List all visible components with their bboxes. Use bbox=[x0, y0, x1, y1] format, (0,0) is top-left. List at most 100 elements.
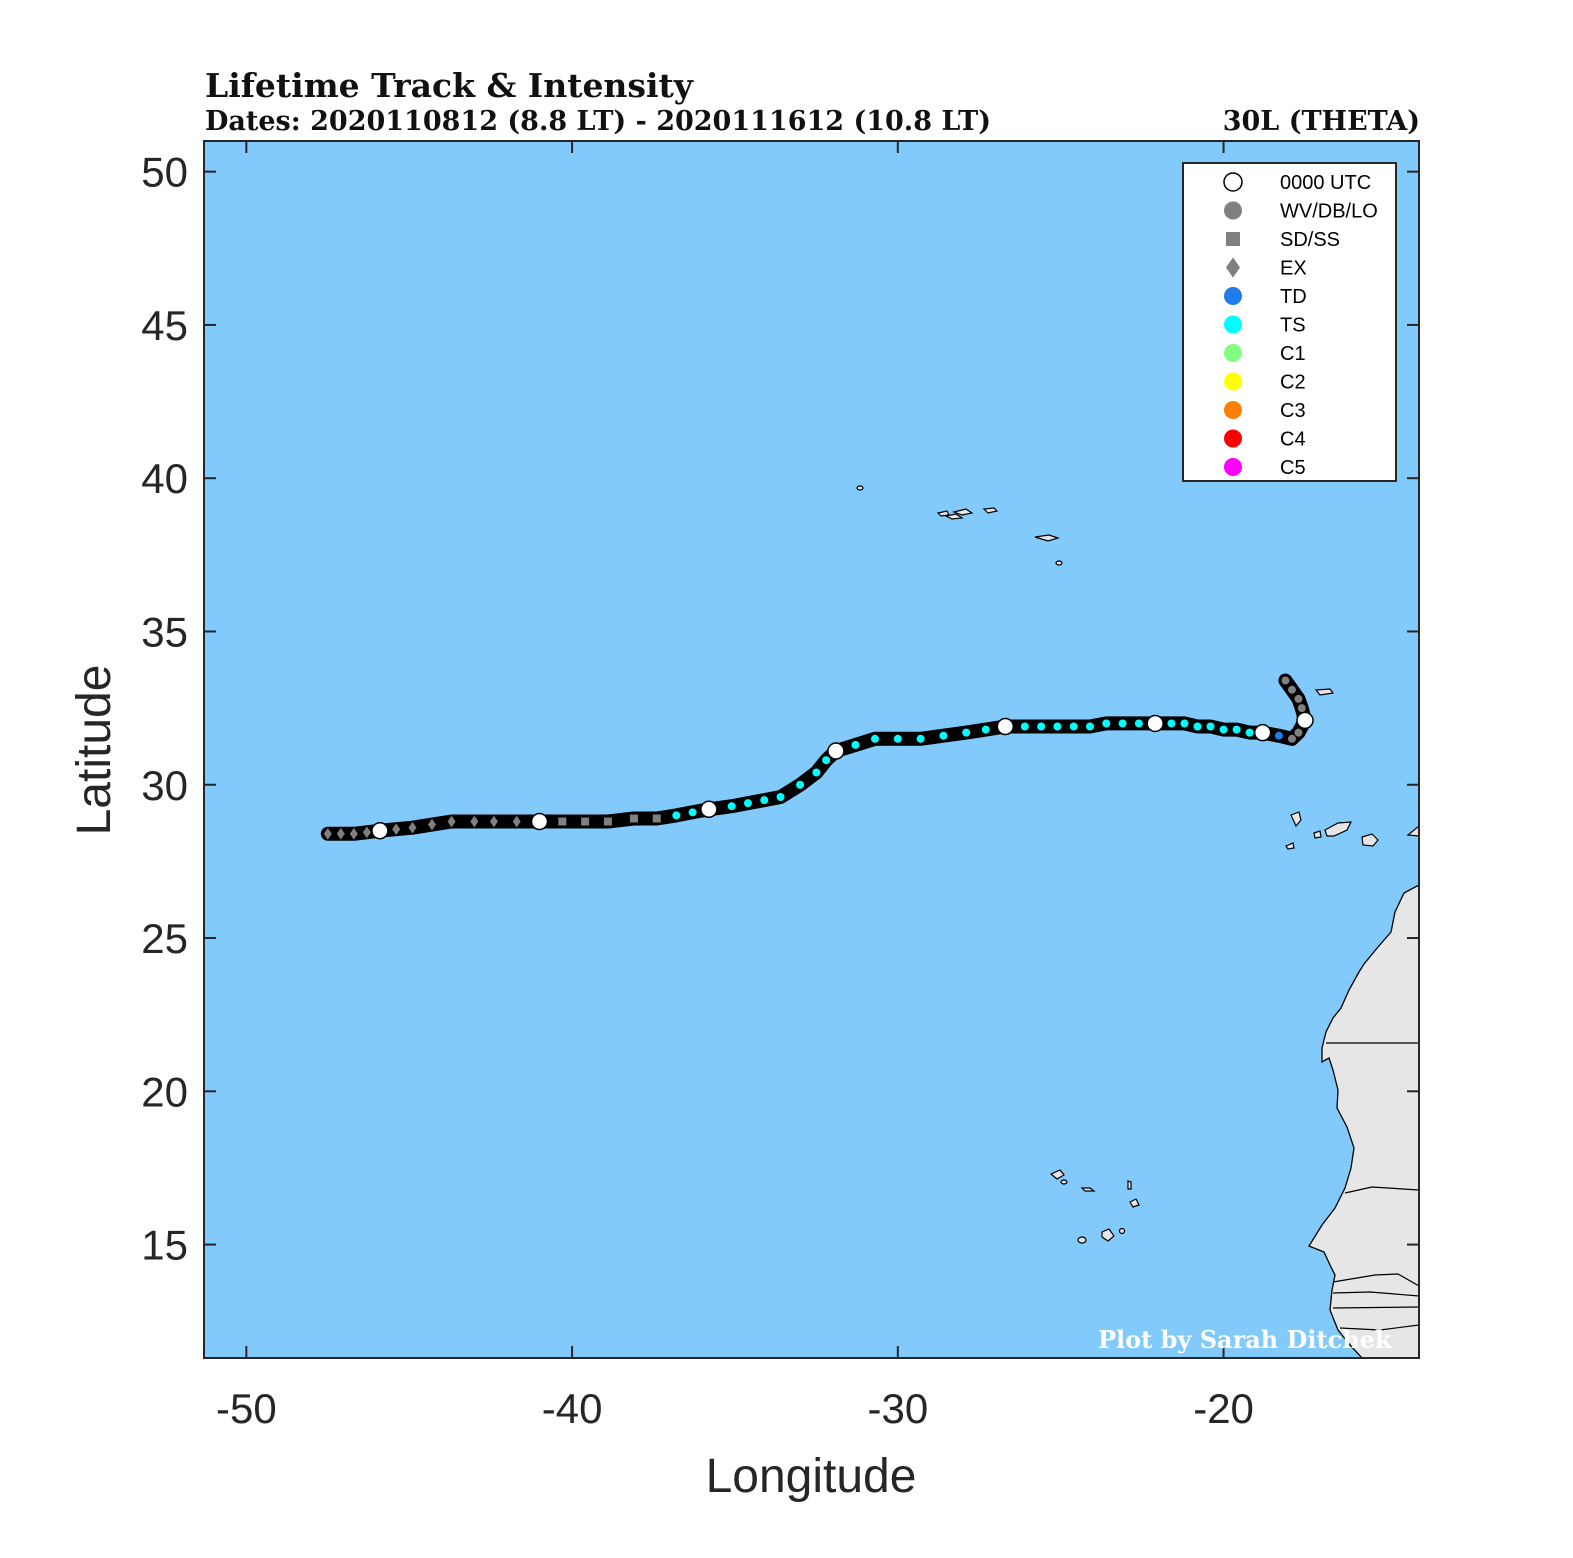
track-point bbox=[581, 817, 590, 826]
legend-marker bbox=[1224, 372, 1242, 391]
legend-marker bbox=[1224, 429, 1242, 448]
track-point bbox=[1167, 719, 1176, 728]
utc-00-marker bbox=[1146, 714, 1164, 733]
track-point bbox=[1287, 685, 1296, 694]
storm-id: 30L (THETA) bbox=[1222, 106, 1420, 137]
plot-credit: Plot by Sarah Ditchek bbox=[1098, 1325, 1393, 1354]
y-tick-label: 40 bbox=[141, 455, 188, 502]
legend-label: C5 bbox=[1280, 457, 1306, 479]
track-point bbox=[916, 734, 925, 743]
track-point bbox=[727, 802, 736, 811]
legend-item: SD/SS bbox=[1226, 229, 1340, 251]
utc-00-marker bbox=[827, 742, 845, 760]
track-point bbox=[871, 734, 880, 743]
utc-00-marker bbox=[996, 717, 1015, 736]
track-point bbox=[1232, 725, 1241, 734]
utc-00-marker bbox=[700, 800, 718, 819]
legend-marker bbox=[1223, 172, 1243, 192]
legend-marker bbox=[1224, 458, 1242, 476]
legend-item: C1 bbox=[1224, 343, 1306, 365]
legend-label: SD/SS bbox=[1280, 229, 1340, 251]
legend-marker bbox=[1224, 401, 1242, 419]
legend-item: WV/DB/LO bbox=[1224, 201, 1378, 223]
legend-marker bbox=[1224, 287, 1242, 305]
azores-islands bbox=[856, 485, 1063, 566]
track-point bbox=[336, 828, 345, 840]
track-point bbox=[1053, 722, 1062, 731]
chart-subtitle-dates: Dates: 2020110812 (8.8 LT) - 2020111612 … bbox=[205, 106, 992, 137]
track-point bbox=[558, 817, 567, 826]
track-point bbox=[362, 826, 371, 839]
track-point bbox=[323, 828, 332, 840]
track-point bbox=[812, 768, 821, 777]
legend-item: C2 bbox=[1224, 372, 1306, 394]
track-point bbox=[962, 728, 971, 737]
africa-coast bbox=[1308, 884, 1419, 1358]
track-point bbox=[1180, 719, 1189, 728]
track-point bbox=[851, 740, 860, 749]
legend-item: 0000 UTC bbox=[1223, 172, 1371, 194]
track-point bbox=[408, 821, 417, 834]
track-point bbox=[760, 796, 769, 805]
track-point bbox=[672, 811, 681, 820]
utc-00-marker bbox=[371, 821, 389, 840]
track-point bbox=[428, 818, 437, 831]
canary-islands bbox=[1285, 811, 1419, 850]
legend-label: WV/DB/LO bbox=[1280, 201, 1378, 223]
track-point bbox=[512, 815, 521, 828]
landmasses bbox=[856, 485, 1419, 1358]
x-axis-label: Longitude bbox=[706, 1450, 917, 1503]
track-point bbox=[1206, 722, 1215, 731]
track-point bbox=[893, 734, 902, 743]
border-line bbox=[1332, 1273, 1419, 1287]
track-point bbox=[822, 756, 831, 765]
legend-item: TD bbox=[1224, 286, 1307, 308]
legend-item: C4 bbox=[1224, 429, 1306, 451]
track-point bbox=[1193, 722, 1202, 731]
legend-label: EX bbox=[1280, 258, 1307, 280]
track-point bbox=[743, 799, 752, 808]
legend-label: TD bbox=[1280, 286, 1307, 308]
track-point bbox=[776, 793, 785, 802]
legend-label: TS bbox=[1280, 315, 1306, 337]
legend-item: EX bbox=[1226, 257, 1307, 280]
track-point bbox=[1294, 694, 1303, 703]
y-tick-label: 45 bbox=[141, 302, 188, 349]
legend-marker bbox=[1224, 315, 1242, 334]
track-point bbox=[939, 731, 948, 740]
chart-title: Lifetime Track & Intensity bbox=[205, 66, 693, 105]
track-point bbox=[1287, 734, 1296, 743]
track-point bbox=[392, 823, 401, 836]
track-point bbox=[652, 814, 661, 823]
y-axis-label: Latitude bbox=[68, 665, 121, 836]
border-line bbox=[1344, 1186, 1419, 1194]
track-point bbox=[1102, 719, 1111, 728]
x-tick-label: -30 bbox=[867, 1385, 928, 1432]
track-point bbox=[1297, 704, 1306, 713]
track-point bbox=[1294, 728, 1303, 737]
y-tick-label: 30 bbox=[141, 762, 188, 809]
utc-00-marker bbox=[530, 812, 549, 831]
track-point bbox=[1086, 722, 1095, 731]
y-tick-label: 50 bbox=[141, 149, 188, 196]
madeira-island bbox=[1314, 688, 1335, 696]
axis-ticks: -50 -40 -30 -20 15 20 25 30 35 40 45 50 bbox=[141, 141, 1419, 1432]
track-point bbox=[603, 817, 612, 826]
plot-frame bbox=[203, 140, 1420, 1359]
y-tick-label: 25 bbox=[141, 915, 188, 962]
legend-marker bbox=[1224, 201, 1242, 220]
track-point bbox=[688, 808, 697, 817]
legend-marker bbox=[1226, 232, 1240, 246]
legend-label: C1 bbox=[1280, 343, 1306, 365]
track-point bbox=[629, 814, 638, 823]
legend-item: C5 bbox=[1224, 457, 1306, 479]
track-point bbox=[447, 815, 456, 828]
track-point bbox=[1219, 725, 1228, 734]
track-point bbox=[489, 815, 498, 828]
border-line bbox=[1332, 1291, 1419, 1297]
utc-00-marker bbox=[1296, 711, 1314, 730]
x-tick-label: -50 bbox=[216, 1385, 277, 1432]
border-line bbox=[1332, 1306, 1419, 1309]
track-point bbox=[349, 828, 358, 840]
